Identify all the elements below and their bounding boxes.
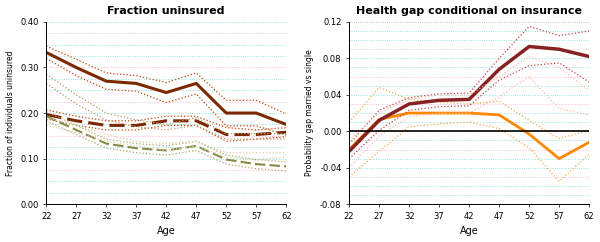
- Title: Health gap conditional on insurance: Health gap conditional on insurance: [356, 6, 582, 15]
- Y-axis label: Fraction of individuals uninsured: Fraction of individuals uninsured: [5, 50, 14, 176]
- X-axis label: Age: Age: [460, 227, 479, 236]
- X-axis label: Age: Age: [157, 227, 176, 236]
- Title: Fraction uninsured: Fraction uninsured: [107, 6, 225, 15]
- Y-axis label: Probability gap married vs single: Probability gap married vs single: [305, 50, 314, 176]
